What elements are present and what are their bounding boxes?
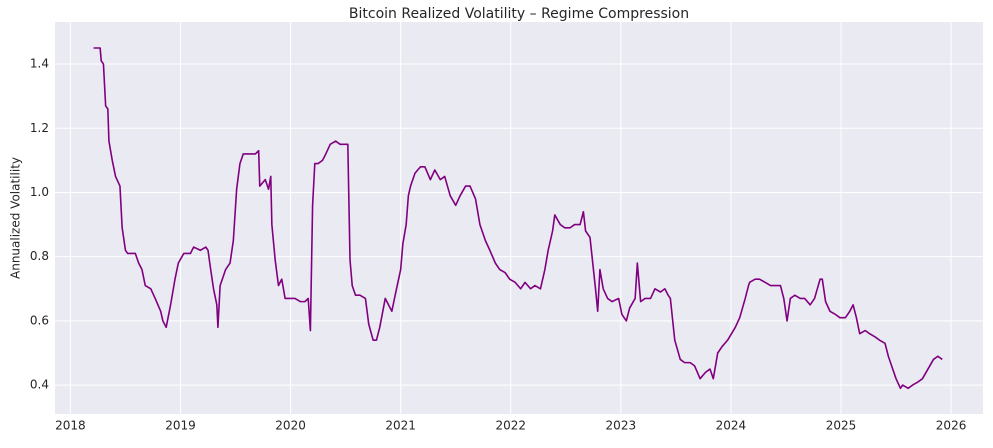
y-tick-label: 1.0 [30, 185, 49, 199]
y-tick-label: 1.4 [30, 57, 49, 71]
chart-title: Bitcoin Realized Volatility – Regime Com… [349, 6, 689, 22]
x-tick-label: 2019 [165, 419, 196, 433]
x-tick-label: 2023 [606, 419, 637, 433]
x-tick-label: 2025 [826, 419, 857, 433]
x-tick-label: 2022 [495, 419, 526, 433]
x-tick-label: 2026 [936, 419, 967, 433]
x-tick-label: 2018 [55, 419, 86, 433]
marks [93, 47, 943, 390]
plot-area [55, 22, 983, 414]
y-tick-label: 0.8 [30, 249, 49, 263]
y-tick-label: 0.6 [30, 313, 49, 327]
x-tick-label: 2021 [385, 419, 416, 433]
x-tick-label: 2020 [275, 419, 306, 433]
y-axis-label: Annualized Volatility [9, 157, 23, 279]
line [93, 47, 943, 390]
y-tick-label: 0.4 [30, 378, 49, 392]
x-tick-label: 2024 [716, 419, 747, 433]
y-tick-label: 1.2 [30, 121, 49, 135]
